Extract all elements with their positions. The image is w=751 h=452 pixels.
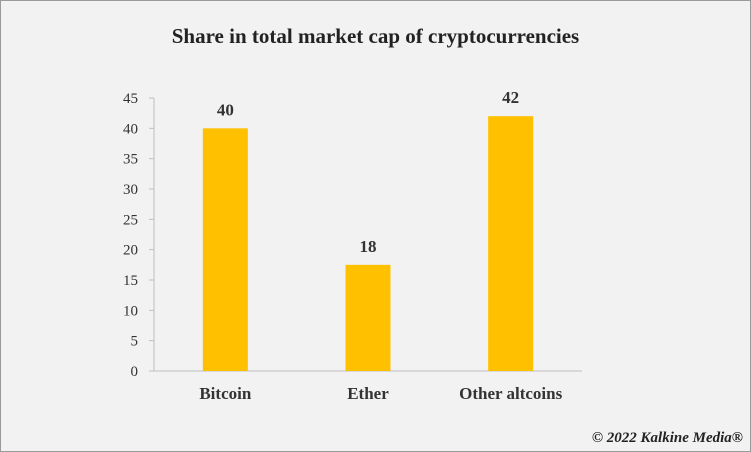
bar-other-altcoins: [488, 116, 534, 371]
bar-bitcoin: [202, 128, 248, 371]
data-labels: 40 18 42: [217, 88, 519, 256]
y-tick-label: 30: [123, 182, 138, 198]
y-tick-label: 20: [123, 243, 138, 259]
y-tick-label: 15: [123, 273, 138, 289]
bar-ether: [345, 264, 391, 371]
y-tick-label: 10: [123, 303, 138, 319]
y-tick-label: 0: [131, 364, 139, 380]
y-tick-label: 40: [123, 121, 138, 137]
copyright-credit: © 2022 Kalkine Media®: [591, 430, 743, 446]
chart-title: Share in total market cap of cryptocurre…: [171, 24, 580, 48]
y-tick-label: 45: [123, 91, 138, 107]
y-tick-label: 25: [123, 212, 138, 228]
x-tick-label: Bitcoin: [199, 384, 251, 403]
x-tick-label: Ether: [347, 384, 389, 403]
x-axis-ticks: Bitcoin Ether Other altcoins: [199, 384, 562, 403]
y-tick-label: 35: [123, 152, 138, 168]
bars: [202, 116, 534, 371]
data-label: 40: [217, 100, 234, 119]
x-tick-label: Other altcoins: [459, 384, 562, 403]
data-label: 42: [502, 88, 519, 107]
data-label: 18: [360, 237, 377, 256]
y-axis-ticks: 0 5 10 15 20 25 30 35 40 45: [123, 91, 154, 380]
y-tick-label: 5: [131, 334, 139, 350]
